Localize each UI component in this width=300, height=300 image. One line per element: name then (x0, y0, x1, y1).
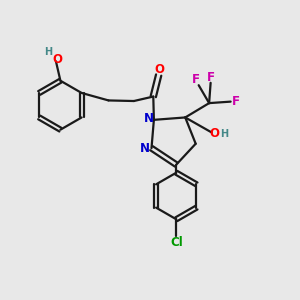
Text: F: F (207, 71, 214, 84)
Text: O: O (155, 63, 165, 76)
Text: H: H (220, 129, 228, 139)
Text: F: F (232, 94, 240, 107)
Text: H: H (44, 47, 52, 57)
Text: N: N (143, 112, 154, 125)
Text: O: O (52, 53, 62, 66)
Text: F: F (192, 73, 200, 86)
Text: O: O (209, 128, 219, 140)
Text: Cl: Cl (170, 236, 183, 249)
Text: N: N (140, 142, 150, 155)
